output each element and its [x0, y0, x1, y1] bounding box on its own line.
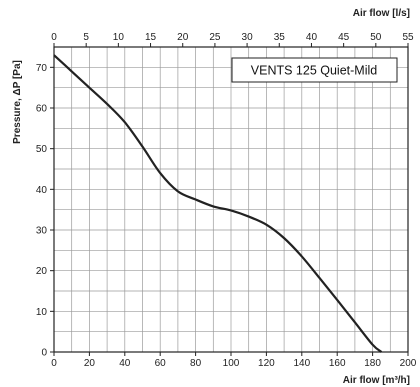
- x-tick-label-bottom: 180: [364, 358, 381, 369]
- x-tick-label-bottom: 0: [51, 358, 57, 369]
- x-tick-label-bottom: 40: [119, 358, 131, 369]
- x-tick-label-bottom: 60: [155, 358, 167, 369]
- x-tick-label-bottom: 200: [400, 358, 417, 369]
- x-tick-label-top: 25: [209, 32, 221, 43]
- legend-box: VENTS 125 Quiet-Mild: [231, 57, 398, 83]
- series-group: [53, 54, 383, 353]
- x-tick-label-top: 5: [83, 32, 89, 43]
- y-axis-title: Pressure, ΔP [Pa]: [12, 60, 23, 144]
- y-tick-label: 10: [36, 307, 48, 318]
- series-line: [53, 54, 383, 353]
- grid: [54, 47, 408, 352]
- y-tick-label: 30: [36, 226, 48, 237]
- x-tick-label-top: 40: [306, 32, 318, 43]
- legend-rect: [231, 57, 398, 83]
- y-tick-label: 60: [36, 104, 48, 115]
- x-tick-label-bottom: 20: [84, 358, 96, 369]
- x-tick-label-top: 45: [338, 32, 350, 43]
- x-tick-label-top: 50: [370, 32, 382, 43]
- y-tick-label: 0: [41, 348, 47, 359]
- x-axis-title-bottom: Air flow [m³/h]: [343, 375, 410, 386]
- y-tick-label: 70: [36, 63, 48, 74]
- x-tick-label-bottom: 140: [293, 358, 310, 369]
- x-tick-label-top: 55: [402, 32, 414, 43]
- x-tick-label-top: 10: [113, 32, 125, 43]
- x-tick-label-top: 30: [242, 32, 254, 43]
- x-tick-label-bottom: 100: [223, 358, 240, 369]
- legend-text: VENTS 125 Quiet-Mild: [251, 64, 377, 78]
- x-tick-label-top: 15: [145, 32, 157, 43]
- x-tick-label-top: 20: [177, 32, 189, 43]
- x-tick-label-top: 35: [274, 32, 286, 43]
- x-tick-label-bottom: 160: [329, 358, 346, 369]
- x-tick-label-top: 0: [51, 32, 57, 43]
- x-tick-label-bottom: 80: [190, 358, 202, 369]
- y-tick-label: 20: [36, 266, 48, 277]
- y-tick-label: 50: [36, 144, 48, 155]
- x-axis-title-top: Air flow [l/s]: [353, 8, 410, 19]
- x-tick-label-bottom: 120: [258, 358, 275, 369]
- y-tick-label: 40: [36, 185, 48, 196]
